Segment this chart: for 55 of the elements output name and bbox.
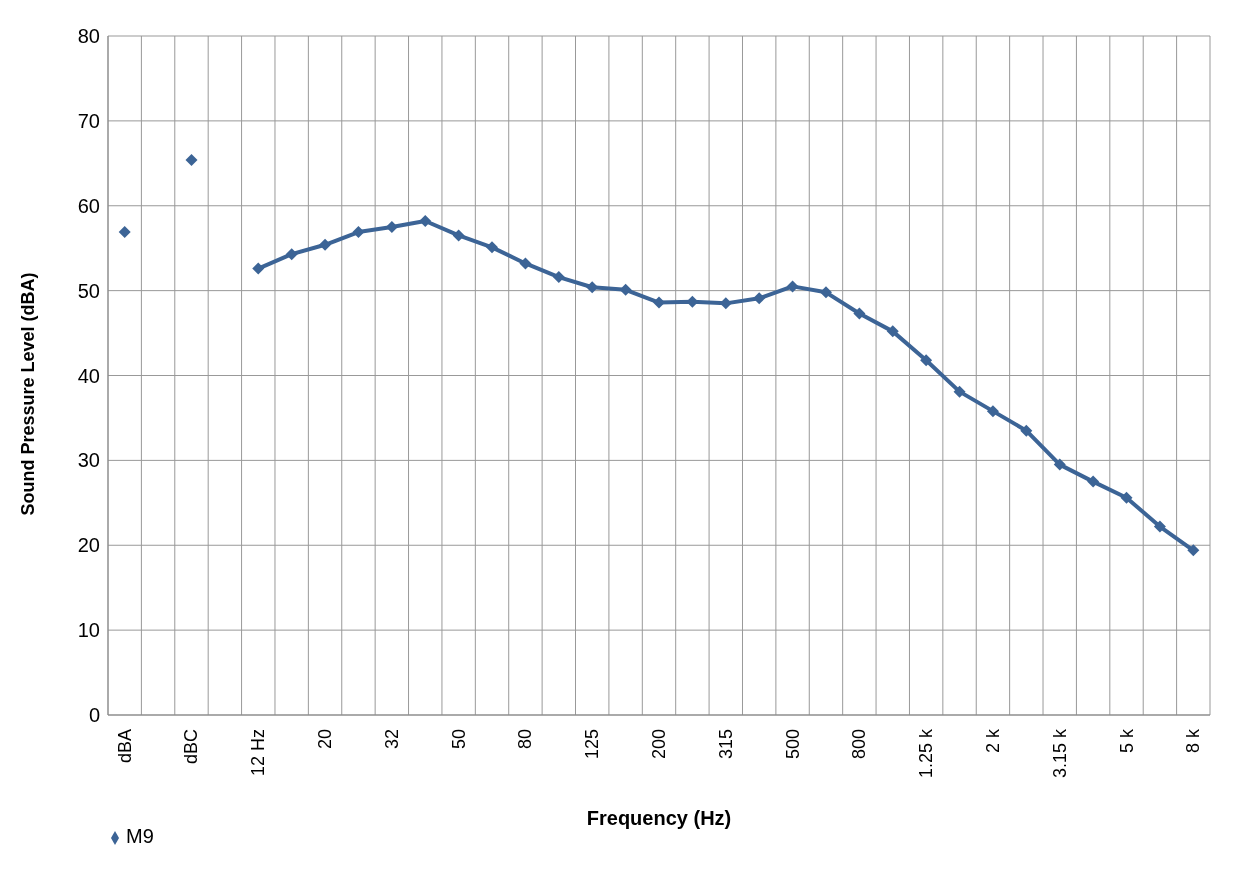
- y-tick-label: 20: [77, 534, 100, 557]
- x-tick-label: 8 k: [1183, 728, 1204, 754]
- point: [285, 248, 298, 261]
- y-tick-label: 70: [77, 109, 100, 132]
- x-tick-label: 1.25 k: [916, 728, 937, 779]
- point: [1120, 491, 1133, 504]
- y-tick-label: 80: [77, 25, 100, 48]
- point: [319, 238, 332, 251]
- point: [986, 405, 999, 418]
- point: [118, 226, 131, 239]
- x-axis-title: Frequency (Hz): [586, 807, 732, 829]
- x-tick-label: 800: [849, 729, 870, 760]
- point: [452, 229, 465, 242]
- point: [953, 385, 966, 398]
- point: [1087, 475, 1100, 488]
- y-tick-label: 0: [88, 704, 100, 727]
- y-axis-title: Sound Pressure Level (dBA): [18, 272, 39, 516]
- x-tick-label: 32: [381, 729, 402, 750]
- y-tick-label: 10: [77, 619, 100, 642]
- point: [486, 241, 499, 254]
- x-tick-label: 125: [582, 729, 603, 760]
- y-tick-label: 60: [77, 194, 100, 217]
- point: [1187, 544, 1200, 557]
- point: [185, 153, 198, 166]
- point: [1053, 458, 1066, 471]
- point: [419, 215, 432, 228]
- y-tick-label: 50: [77, 279, 100, 302]
- x-tick-label: dBC: [181, 729, 202, 765]
- point: [519, 257, 532, 270]
- x-tick-label: 80: [515, 729, 536, 750]
- x-tick-label: 315: [715, 729, 736, 760]
- point: [786, 280, 799, 293]
- x-tick-label: 5 k: [1116, 728, 1137, 754]
- point: [653, 296, 665, 309]
- x-tick-label: 200: [649, 729, 669, 760]
- point: [552, 271, 565, 284]
- point: [819, 286, 832, 299]
- x-tick-label: 500: [782, 729, 803, 760]
- point: [352, 226, 365, 239]
- y-tick-label: 40: [77, 364, 100, 387]
- x-tick-label: 2 k: [982, 728, 1003, 754]
- x-tick-label: 50: [448, 729, 469, 750]
- point: [853, 307, 866, 320]
- legend-label: M9: [126, 825, 154, 847]
- point: [252, 262, 265, 275]
- x-tick-label: 3.15 k: [1049, 728, 1070, 779]
- point: [1153, 520, 1166, 533]
- point: [920, 354, 933, 367]
- point: [886, 325, 899, 338]
- x-tick-label: 20: [315, 729, 336, 750]
- point: [1020, 424, 1033, 437]
- x-tick-label: 12 Hz: [248, 729, 269, 777]
- y-tick-label: 30: [77, 449, 100, 472]
- x-tick-label: dBA: [114, 729, 135, 764]
- point: [753, 292, 766, 305]
